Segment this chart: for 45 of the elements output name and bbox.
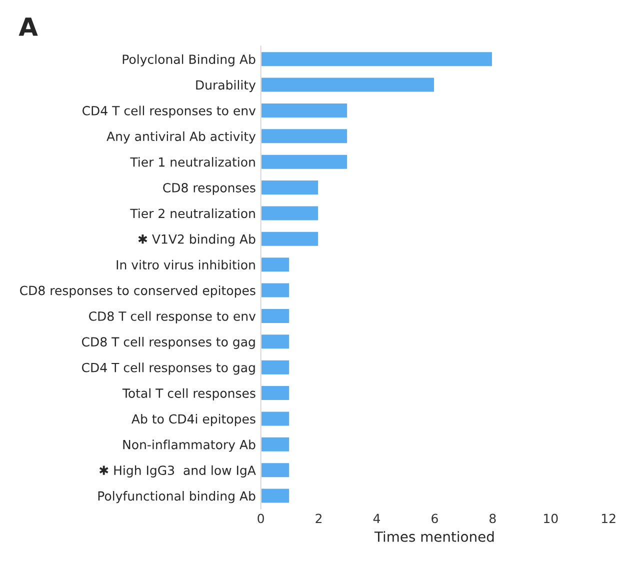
y-tick-label: Non-inflammatory Ab xyxy=(123,440,256,452)
y-tick-label: Polyclonal Binding Ab xyxy=(122,54,256,66)
text: A xyxy=(18,18,38,36)
bar xyxy=(260,102,348,119)
bar xyxy=(260,358,290,376)
bar xyxy=(260,462,290,479)
x-tick-label: 12 xyxy=(602,514,616,523)
y-tick-label: Tier 2 neutralization xyxy=(130,208,255,218)
bar xyxy=(260,153,348,170)
y-tick-label: CD8 responses to conserved epitopes xyxy=(20,286,256,298)
y-tick-label: CD4 T cell responses to env xyxy=(82,106,256,118)
bar xyxy=(260,50,494,68)
x-tick-label: 8 xyxy=(490,514,496,524)
y-tick-label: In vitro virus inhibition xyxy=(116,260,255,270)
y-tick-label: CD8 responses xyxy=(163,183,256,195)
y-tick-label: ✱ V1V2 binding Ab xyxy=(138,234,256,246)
y-tick-label: CD8 T cell responses to gag xyxy=(82,336,255,350)
x-tick-label: 0 xyxy=(258,514,264,524)
bar xyxy=(260,384,290,402)
y-tick-label: Durability xyxy=(196,80,256,92)
x-tick-label: 6 xyxy=(432,514,438,524)
y-tick-label: Polyfunctional binding Ab xyxy=(98,491,256,504)
bar xyxy=(260,410,290,428)
y-tick-label: Tier 1 neutralization xyxy=(130,157,255,167)
bar xyxy=(260,230,320,248)
y-tick-label: ✱ High IgG3 and low IgA xyxy=(99,465,256,478)
bar xyxy=(260,487,290,504)
y-tick-label: Total T cell responses xyxy=(122,388,256,400)
x-axis-title: Times mentioned xyxy=(374,531,494,542)
bar xyxy=(260,308,290,324)
y-tick-label: Ab to CD4i epitopes xyxy=(132,414,256,426)
x-tick-label: 2 xyxy=(316,514,322,523)
bar xyxy=(260,256,290,273)
x-tick-label: 4 xyxy=(373,514,380,523)
bar xyxy=(260,179,320,196)
bar xyxy=(260,76,436,94)
bar xyxy=(260,282,290,299)
x-tick-label: 10 xyxy=(544,514,558,524)
bar xyxy=(260,333,290,350)
y-tick-label: CD8 T cell response to env xyxy=(89,311,256,324)
bar xyxy=(260,436,290,453)
y-tick-label: CD4 T cell responses to gag xyxy=(82,362,255,375)
y-tick-label: Any antiviral Ab activity xyxy=(106,131,256,144)
bar xyxy=(260,128,348,145)
bar xyxy=(260,204,320,222)
